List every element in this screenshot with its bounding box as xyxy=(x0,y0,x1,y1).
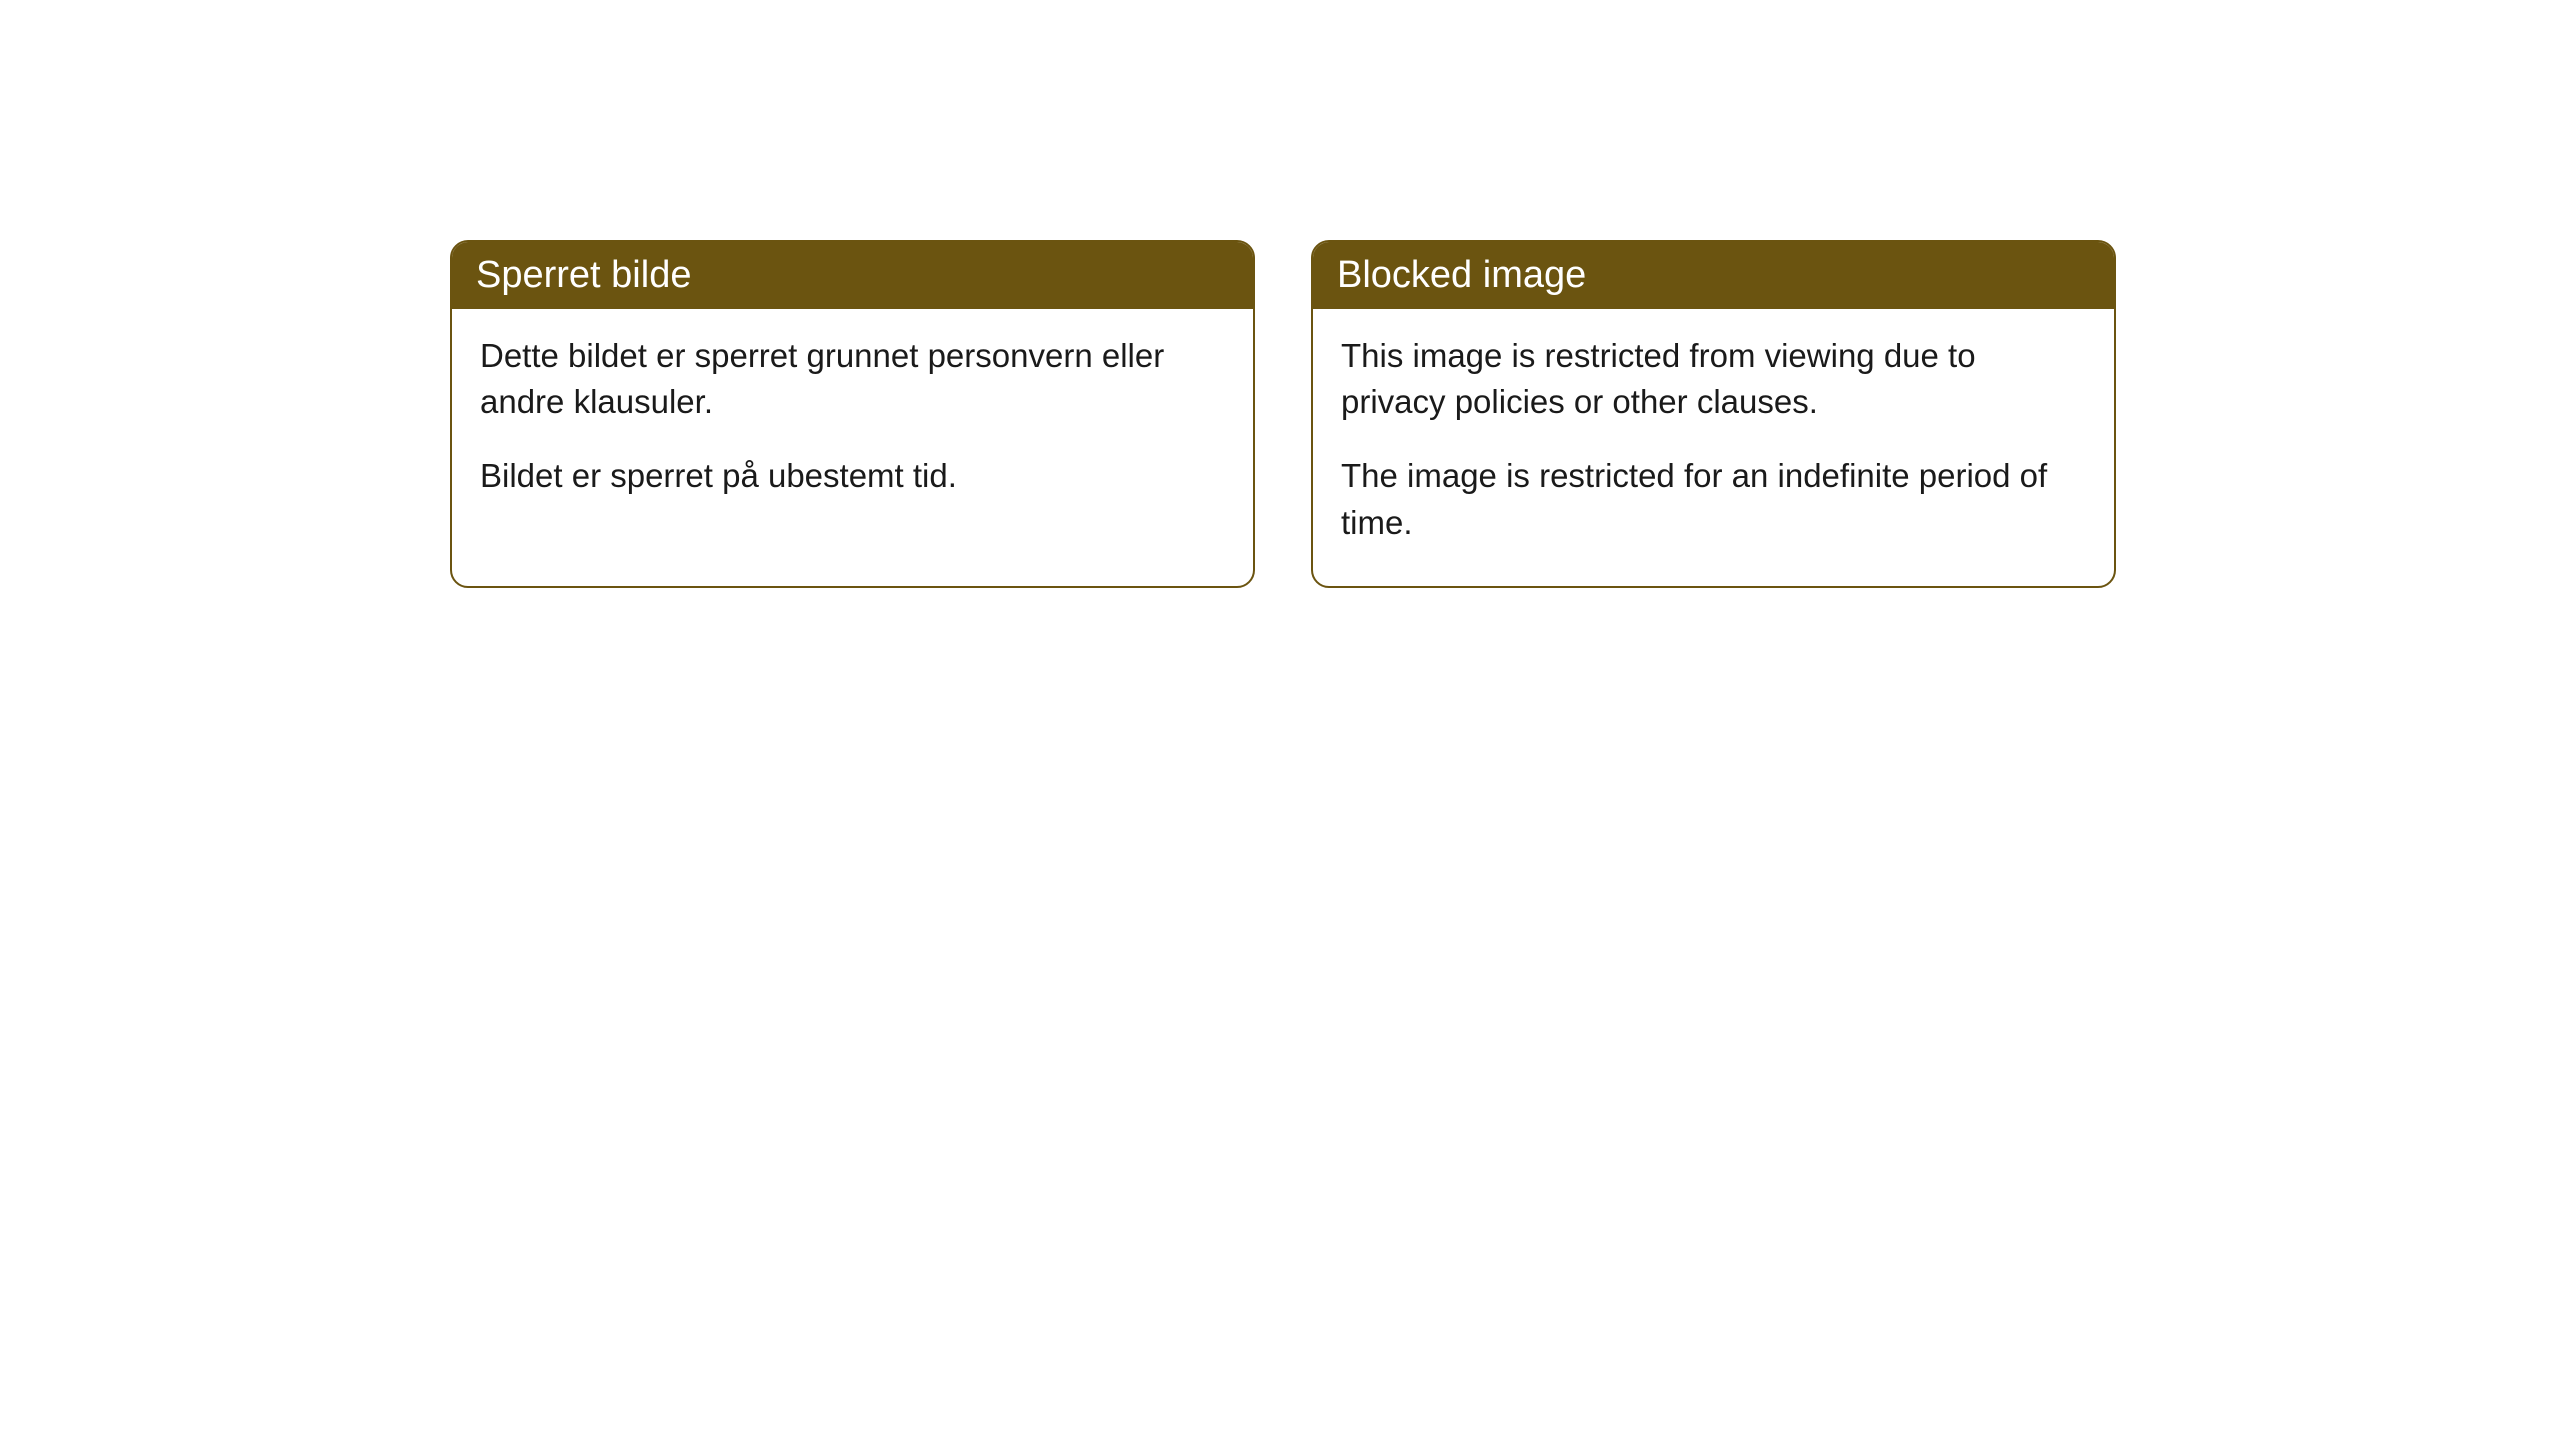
card-header-norwegian: Sperret bilde xyxy=(452,242,1253,309)
notice-paragraph-1-norwegian: Dette bildet er sperret grunnet personve… xyxy=(480,333,1225,425)
notice-paragraph-2-norwegian: Bildet er sperret på ubestemt tid. xyxy=(480,453,1225,499)
notice-paragraph-1-english: This image is restricted from viewing du… xyxy=(1341,333,2086,425)
notice-card-english: Blocked image This image is restricted f… xyxy=(1311,240,2116,588)
card-body-norwegian: Dette bildet er sperret grunnet personve… xyxy=(452,309,1253,540)
notices-container: Sperret bilde Dette bildet er sperret gr… xyxy=(0,0,2560,588)
notice-card-norwegian: Sperret bilde Dette bildet er sperret gr… xyxy=(450,240,1255,588)
notice-paragraph-2-english: The image is restricted for an indefinit… xyxy=(1341,453,2086,545)
card-header-english: Blocked image xyxy=(1313,242,2114,309)
card-body-english: This image is restricted from viewing du… xyxy=(1313,309,2114,586)
